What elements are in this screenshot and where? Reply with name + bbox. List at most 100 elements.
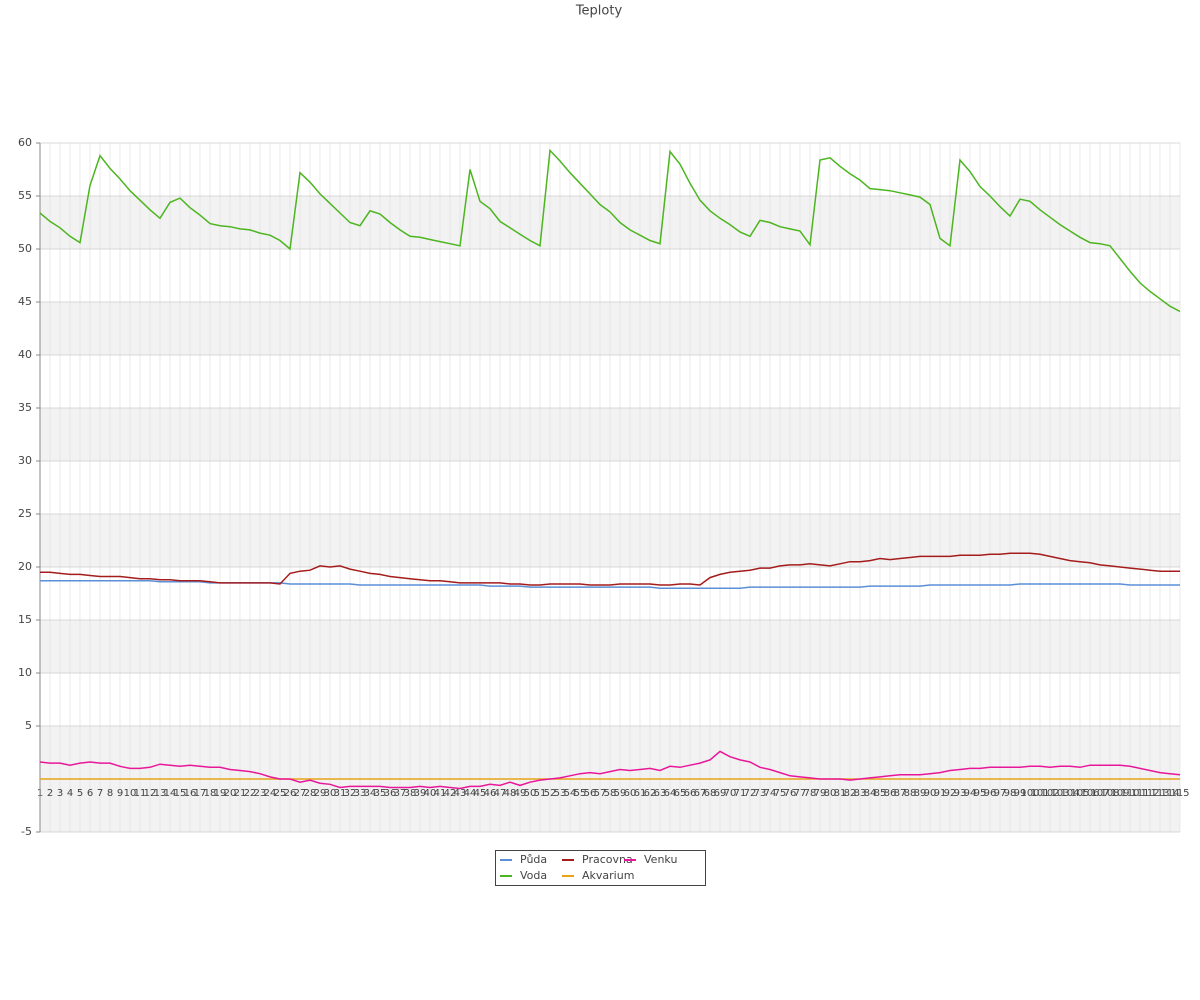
x-tick-label: 17 <box>194 788 207 799</box>
x-tick-label: 48 <box>504 788 517 799</box>
x-tick-label: 114 <box>1160 788 1179 799</box>
x-tick-label: 22 <box>244 788 257 799</box>
series-line <box>40 552 1180 586</box>
x-tick-label: 23 <box>254 788 267 799</box>
y-tick-label: 20 <box>18 560 32 573</box>
x-tick-label: 94 <box>964 788 977 799</box>
x-tick-label: 21 <box>234 788 247 799</box>
x-tick-label: 113 <box>1150 788 1169 799</box>
y-tick-label: 10 <box>18 666 32 679</box>
x-tick-label: 62 <box>644 788 657 799</box>
x-tick-label: 38 <box>404 788 417 799</box>
x-tick-label: 92 <box>944 788 957 799</box>
x-tick-label: 30 <box>324 788 337 799</box>
x-tick-label: 5 <box>77 788 83 799</box>
x-tick-label: 98 <box>1004 788 1017 799</box>
series-line <box>39 750 1181 790</box>
x-tick-label: 65 <box>674 788 687 799</box>
x-tick-label: 104 <box>1060 788 1079 799</box>
x-tick-label: 40 <box>424 788 437 799</box>
x-tick-label: 105 <box>1070 788 1089 799</box>
x-tick-label: 18 <box>204 788 217 799</box>
x-tick-label: 107 <box>1090 788 1109 799</box>
y-tick-label: 45 <box>18 295 32 308</box>
x-tick-label: 34 <box>364 788 377 799</box>
x-tick-label: 47 <box>494 788 507 799</box>
x-tick-label: 84 <box>864 788 877 799</box>
x-tick-label: 112 <box>1140 788 1159 799</box>
x-tick-label: 33 <box>354 788 367 799</box>
x-tick-label: 35 <box>374 788 387 799</box>
x-tick-label: 63 <box>654 788 667 799</box>
x-tick-label: 89 <box>914 788 927 799</box>
x-tick-label: 29 <box>314 788 327 799</box>
x-tick-label: 75 <box>774 788 787 799</box>
x-tick-label: 4 <box>67 788 73 799</box>
x-tick-label: 87 <box>894 788 907 799</box>
y-tick-label: -5 <box>21 825 32 838</box>
x-tick-label: 27 <box>294 788 307 799</box>
x-tick-label: 85 <box>874 788 887 799</box>
legend-label: Akvarium <box>582 869 634 882</box>
x-tick-label: 90 <box>924 788 937 799</box>
x-tick-label: 86 <box>884 788 897 799</box>
x-tick-label: 10 <box>124 788 137 799</box>
x-tick-label: 60 <box>624 788 637 799</box>
x-tick-label: 12 <box>144 788 157 799</box>
x-tick-label: 41 <box>434 788 447 799</box>
x-tick-label: 24 <box>264 788 277 799</box>
x-tick-label: 46 <box>484 788 497 799</box>
x-tick-label: 91 <box>934 788 947 799</box>
x-tick-label: 57 <box>594 788 607 799</box>
y-tick-label: 35 <box>18 401 32 414</box>
x-tick-label: 59 <box>614 788 627 799</box>
x-tick-label: 56 <box>584 788 597 799</box>
x-tick-label: 11 <box>134 788 147 799</box>
y-tick-label: 15 <box>18 613 32 626</box>
x-tick-label: 82 <box>844 788 857 799</box>
x-tick-label: 39 <box>414 788 427 799</box>
x-tick-label: 64 <box>664 788 677 799</box>
x-tick-label: 106 <box>1080 788 1099 799</box>
x-tick-label: 53 <box>554 788 567 799</box>
x-tick-label: 14 <box>164 788 177 799</box>
x-tick-label: 32 <box>344 788 357 799</box>
x-tick-label: 99 <box>1014 788 1027 799</box>
x-tick-label: 70 <box>724 788 737 799</box>
x-tick-label: 66 <box>684 788 697 799</box>
x-tick-label: 45 <box>474 788 487 799</box>
x-tick-label: 108 <box>1100 788 1119 799</box>
x-tick-label: 58 <box>604 788 617 799</box>
legend-box <box>495 850 706 886</box>
x-tick-label: 68 <box>704 788 717 799</box>
x-tick-label: 101 <box>1030 788 1049 799</box>
y-tick-label: 25 <box>18 507 32 520</box>
x-tick-label: 103 <box>1050 788 1069 799</box>
legend-label: Venku <box>644 853 677 866</box>
x-tick-label: 7 <box>97 788 103 799</box>
x-tick-label: 28 <box>304 788 317 799</box>
x-tick-label: 3 <box>57 788 63 799</box>
x-tick-label: 115 <box>1170 788 1189 799</box>
x-tick-label: 71 <box>734 788 747 799</box>
x-tick-label: 111 <box>1130 788 1149 799</box>
y-tick-label: 50 <box>18 242 32 255</box>
x-tick-label: 77 <box>794 788 807 799</box>
y-tick-label: 5 <box>25 719 32 732</box>
x-tick-label: 25 <box>274 788 287 799</box>
x-tick-label: 55 <box>574 788 587 799</box>
x-tick-label: 42 <box>444 788 457 799</box>
x-tick-label: 80 <box>824 788 837 799</box>
x-tick-label: 96 <box>984 788 997 799</box>
y-tick-label: 40 <box>18 348 32 361</box>
x-tick-label: 2 <box>47 788 53 799</box>
x-tick-label: 110 <box>1120 788 1139 799</box>
x-tick-label: 102 <box>1040 788 1059 799</box>
x-tick-label: 50 <box>524 788 537 799</box>
x-tick-label: 61 <box>634 788 647 799</box>
x-tick-label: 31 <box>334 788 347 799</box>
x-tick-label: 72 <box>744 788 757 799</box>
x-tick-label: 69 <box>714 788 727 799</box>
x-tick-label: 13 <box>154 788 167 799</box>
y-tick-label: 60 <box>18 136 32 149</box>
